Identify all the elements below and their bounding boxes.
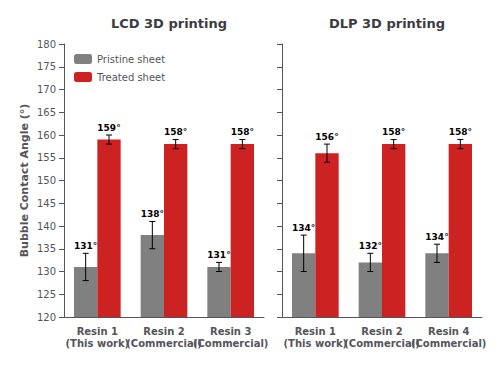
svg-text:Resin 1: Resin 1 (77, 326, 118, 337)
svg-text:156°: 156° (315, 132, 338, 142)
svg-text:134°: 134° (292, 223, 315, 233)
svg-text:134°: 134° (425, 232, 448, 242)
svg-text:158°: 158° (231, 127, 254, 137)
svg-text:Pristine sheet: Pristine sheet (97, 54, 165, 65)
svg-text:Resin 2: Resin 2 (143, 326, 184, 337)
svg-text:132°: 132° (359, 241, 382, 251)
svg-text:Treated sheet: Treated sheet (96, 72, 165, 83)
svg-text:155: 155 (37, 152, 56, 163)
svg-text:170: 170 (37, 84, 56, 95)
svg-text:175: 175 (37, 61, 56, 72)
svg-text:Resin 4: Resin 4 (428, 326, 469, 337)
svg-text:131°: 131° (207, 250, 230, 260)
svg-text:160: 160 (37, 130, 56, 141)
svg-text:(This work): (This work) (66, 338, 130, 349)
svg-text:125: 125 (37, 289, 56, 300)
svg-text:130: 130 (37, 266, 56, 277)
svg-text:158°: 158° (449, 127, 472, 137)
svg-text:(This work): (This work) (284, 338, 348, 349)
svg-text:138°: 138° (141, 209, 164, 219)
svg-text:158°: 158° (164, 127, 187, 137)
svg-text:Resin 2: Resin 2 (361, 326, 402, 337)
svg-text:Bubble Contact Angle (°): Bubble Contact Angle (°) (18, 104, 31, 258)
svg-text:159°: 159° (97, 123, 120, 133)
svg-text:165: 165 (37, 107, 56, 118)
svg-text:135: 135 (37, 243, 56, 254)
svg-text:Resin 3: Resin 3 (210, 326, 251, 337)
svg-text:(Commercial): (Commercial) (411, 338, 486, 349)
svg-text:LCD 3D printing: LCD 3D printing (111, 16, 227, 31)
svg-text:150: 150 (37, 175, 56, 186)
svg-text:Resin 1: Resin 1 (295, 326, 336, 337)
svg-text:145: 145 (37, 198, 56, 209)
svg-text:(Commercial): (Commercial) (193, 338, 268, 349)
svg-text:120: 120 (37, 312, 56, 323)
svg-text:(Commercial): (Commercial) (126, 338, 201, 349)
svg-text:131°: 131° (74, 241, 97, 251)
svg-text:(Commercial): (Commercial) (344, 338, 419, 349)
svg-text:180: 180 (37, 39, 56, 50)
svg-text:DLP 3D printing: DLP 3D printing (329, 16, 445, 31)
svg-text:158°: 158° (382, 127, 405, 137)
svg-text:140: 140 (37, 221, 56, 232)
